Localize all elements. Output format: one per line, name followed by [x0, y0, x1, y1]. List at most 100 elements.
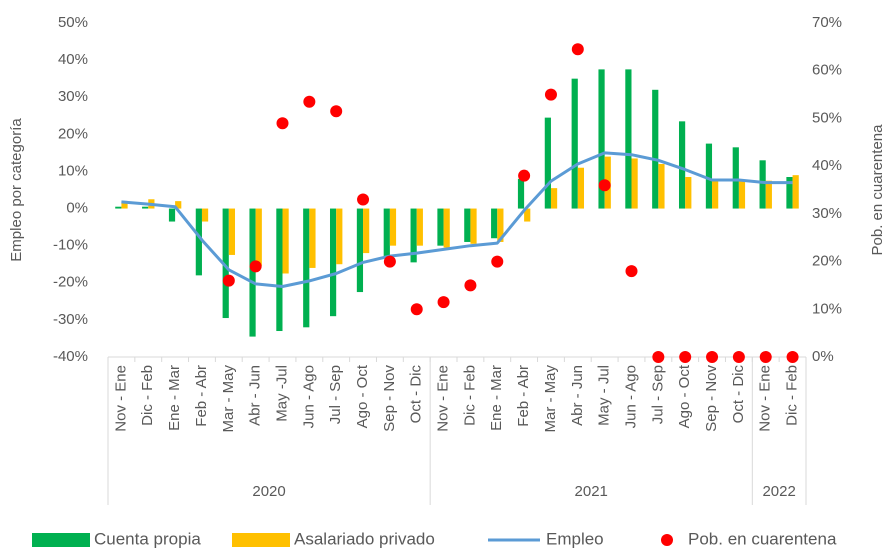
x-tick-label: Dic - Feb: [784, 365, 801, 426]
y2-tick-label: 0%: [812, 348, 834, 365]
y2-tick-label: 20%: [812, 253, 842, 270]
dot: [759, 351, 772, 363]
bar: [577, 167, 585, 209]
dot: [786, 351, 799, 363]
dot: [706, 351, 719, 363]
legend-label: Empleo: [546, 529, 604, 548]
y2-axis-title: Pob. en cuarentena: [869, 124, 886, 256]
legend-swatch: [232, 533, 290, 547]
bar: [658, 164, 665, 209]
x-tick-label: Feb - Abr: [193, 365, 210, 427]
y-tick-label: 50%: [58, 14, 88, 31]
bar: [222, 208, 229, 319]
bar: [792, 175, 799, 209]
bar: [732, 147, 739, 209]
bar: [195, 208, 202, 276]
x-tick-label: Nov - Ene: [112, 365, 129, 432]
bar: [303, 208, 310, 328]
x-tick-label: Dic - Feb: [139, 365, 156, 426]
dot: [598, 179, 611, 192]
bar: [738, 180, 746, 209]
bar: [464, 208, 471, 242]
bar: [168, 208, 176, 222]
dot: [249, 260, 262, 273]
bar: [142, 206, 149, 209]
bar: [228, 208, 236, 255]
bar: [598, 69, 605, 209]
y-tick-label: 30%: [58, 88, 88, 105]
dot: [222, 274, 235, 287]
dot: [276, 117, 289, 130]
y2-tick-label: 40%: [812, 157, 842, 174]
bar: [517, 178, 525, 209]
x-tick-label: Sep - Nov: [703, 365, 720, 432]
x-tick-label: Ago - Oct: [676, 364, 693, 428]
bar: [356, 208, 364, 293]
bar: [759, 160, 766, 209]
bar: [410, 208, 417, 263]
legend-swatch: [661, 534, 673, 546]
y-tick-label: 20%: [58, 125, 88, 142]
bar: [712, 180, 719, 209]
bar: [685, 177, 692, 209]
y2-tick-label: 60%: [812, 62, 842, 79]
y-tick-label: -40%: [53, 348, 88, 365]
dot: [437, 296, 450, 309]
group-label: 2022: [762, 483, 795, 500]
x-tick-label: Oct - Dic: [730, 365, 747, 424]
dot: [652, 351, 665, 363]
legend-swatch: [32, 533, 90, 547]
bar: [175, 201, 182, 209]
bar: [121, 202, 128, 209]
y-axis-title: Empleo por categoría: [8, 118, 25, 262]
dot: [303, 95, 316, 108]
bar: [631, 158, 638, 209]
bar: [201, 208, 209, 222]
dot: [383, 255, 396, 268]
dot: [518, 169, 531, 182]
x-tick-label: Mar - May: [220, 365, 237, 433]
x-tick-label: Mar - May: [542, 365, 559, 433]
dot: [357, 193, 370, 206]
bar: [705, 143, 713, 209]
x-tick-label: Ene - Mar: [166, 365, 183, 431]
dot: [410, 303, 423, 316]
bar: [625, 69, 632, 209]
bar: [282, 208, 289, 274]
dot: [732, 351, 745, 363]
y2-tick-label: 10%: [812, 300, 842, 317]
dot: [571, 43, 584, 56]
bar: [255, 208, 262, 267]
bar: [389, 208, 397, 246]
x-tick-label: May -Jul: [273, 365, 290, 422]
y2-tick-label: 50%: [812, 109, 842, 126]
bar: [765, 180, 772, 209]
bar: [437, 208, 444, 246]
bar: [678, 121, 686, 209]
bar: [416, 208, 423, 246]
bar: [309, 208, 316, 268]
x-tick-label: Ene - Mar: [488, 365, 505, 431]
line: [121, 151, 793, 288]
x-tick-label: Feb - Abr: [515, 365, 532, 427]
bar: [363, 208, 370, 254]
x-tick-label: Oct - Dic: [408, 365, 425, 424]
dot: [330, 105, 343, 118]
y-tick-label: -10%: [53, 237, 88, 254]
y-tick-label: 40%: [58, 51, 88, 68]
x-tick-label: Jul - Sep: [649, 365, 666, 424]
dot: [679, 351, 692, 363]
bar: [249, 208, 256, 337]
y-tick-label: 0%: [66, 200, 88, 217]
bar: [443, 208, 450, 248]
bar: [524, 208, 531, 222]
dot: [625, 265, 638, 278]
x-tick-label: Jun - Ago: [300, 365, 317, 428]
y2-tick-label: 70%: [812, 14, 842, 31]
group-label: 2021: [575, 483, 608, 500]
y-tick-label: -20%: [53, 274, 88, 291]
y-tick-label: -30%: [53, 311, 88, 328]
x-tick-label: Dic - Feb: [461, 365, 478, 426]
x-tick-label: Abr - Jun: [247, 365, 264, 426]
